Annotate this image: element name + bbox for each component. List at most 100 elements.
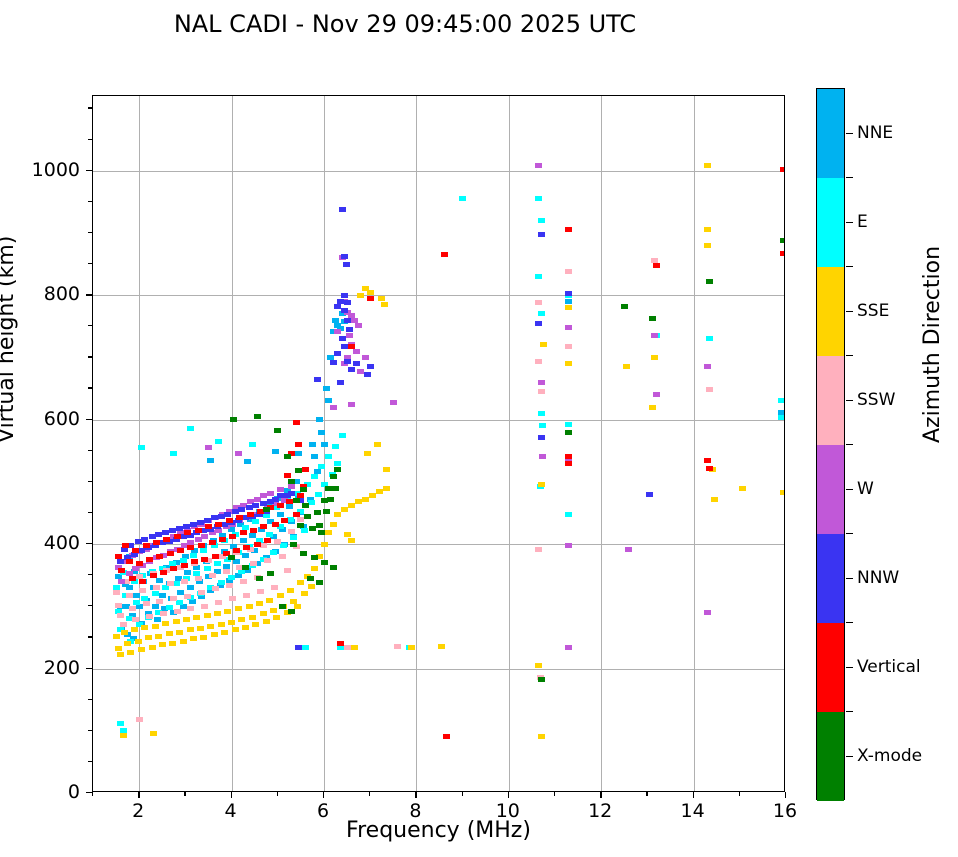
echo-point	[706, 336, 714, 342]
echo-point	[302, 466, 310, 472]
echo-point	[366, 289, 374, 295]
echo-point	[334, 511, 342, 517]
echo-point	[777, 409, 784, 415]
echo-point	[230, 544, 238, 550]
echo-point	[322, 509, 330, 515]
y-minor-tick	[88, 263, 92, 265]
echo-point	[131, 568, 139, 574]
echo-point	[565, 542, 573, 548]
echo-point	[262, 618, 270, 624]
echo-point	[246, 511, 254, 517]
echo-point	[182, 617, 190, 623]
echo-point	[149, 731, 157, 737]
echo-point	[297, 522, 305, 528]
echo-point	[256, 588, 264, 594]
echo-point	[173, 534, 181, 540]
echo-point	[271, 449, 279, 455]
echo-point	[188, 598, 196, 604]
echo-point	[121, 582, 129, 588]
echo-point	[255, 601, 263, 607]
echo-point	[565, 645, 573, 651]
echo-point	[703, 457, 711, 463]
echo-point	[155, 610, 163, 616]
echo-point	[252, 622, 260, 628]
echo-point	[241, 525, 249, 531]
echo-point	[706, 278, 714, 284]
echo-point	[373, 442, 381, 447]
echo-point	[180, 578, 188, 584]
y-minor-tick	[88, 480, 92, 483]
echo-point	[408, 645, 416, 651]
echo-point	[321, 481, 329, 487]
echo-point	[141, 536, 149, 542]
echo-point	[271, 521, 279, 527]
echo-point	[537, 311, 545, 317]
y-tick-label: 0	[67, 781, 80, 803]
echo-point	[620, 303, 628, 309]
echo-point	[119, 733, 127, 739]
echo-point	[114, 646, 122, 652]
echo-point	[117, 612, 125, 618]
echo-point	[200, 634, 208, 640]
x-tick	[507, 792, 510, 798]
echo-point	[141, 624, 149, 630]
echo-point	[703, 163, 711, 169]
echo-point	[438, 644, 446, 650]
echo-point	[198, 542, 206, 548]
echo-point	[236, 565, 244, 571]
echo-point	[195, 578, 203, 584]
echo-point	[196, 626, 204, 632]
echo-point	[283, 454, 291, 460]
echo-point	[378, 295, 386, 301]
echo-point	[214, 611, 222, 617]
colorbar-boundary-tick	[846, 355, 853, 357]
echo-point	[242, 544, 250, 550]
echo-point	[738, 485, 746, 491]
echo-point	[325, 454, 333, 460]
echo-point	[119, 622, 127, 628]
echo-point	[156, 577, 164, 583]
y-tick	[86, 418, 92, 420]
echo-point	[442, 734, 450, 740]
echo-point	[228, 619, 236, 625]
echo-point	[208, 540, 216, 546]
y-minor-tick	[88, 107, 92, 109]
echo-point	[142, 542, 150, 548]
echo-point	[141, 596, 149, 602]
echo-point	[292, 498, 300, 503]
colorbar-boundary-tick	[846, 711, 853, 713]
echo-point	[151, 591, 159, 597]
x-minor-tick	[369, 792, 371, 796]
echo-point	[271, 496, 279, 502]
echo-point	[205, 524, 212, 530]
echo-point	[180, 563, 188, 569]
echo-point	[135, 603, 143, 609]
echo-point	[225, 582, 233, 588]
echo-point	[565, 291, 573, 297]
colorbar-boundary-tick	[846, 622, 853, 624]
echo-point	[181, 554, 189, 560]
echo-point	[190, 521, 198, 527]
echo-point	[535, 163, 543, 169]
echo-point	[228, 555, 236, 561]
echo-point	[253, 541, 261, 547]
echo-point	[357, 292, 365, 298]
echo-point	[265, 531, 273, 537]
echo-point	[194, 527, 202, 533]
echo-point	[139, 578, 147, 584]
echo-point	[208, 530, 216, 536]
echo-point	[780, 489, 784, 495]
echo-point	[375, 488, 383, 494]
echo-point	[260, 493, 268, 499]
x-tick	[323, 792, 325, 798]
echo-point	[565, 298, 573, 304]
echo-point	[288, 608, 296, 614]
echo-point	[320, 498, 328, 503]
echo-point	[343, 317, 351, 323]
echo-point	[565, 454, 573, 460]
echo-point	[706, 387, 714, 393]
echo-point	[341, 254, 349, 260]
echo-point	[338, 206, 346, 212]
echo-point	[225, 517, 233, 523]
echo-point	[270, 585, 278, 591]
